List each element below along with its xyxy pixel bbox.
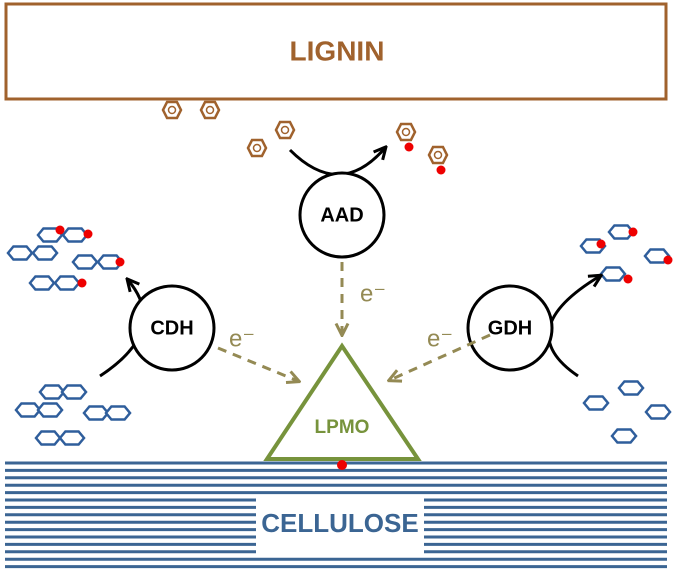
- aromatic-ring: [401, 127, 411, 137]
- sugar-ring: [582, 395, 610, 411]
- lpmo-triangle: [263, 342, 422, 461]
- oxidized-mark: [83, 229, 93, 239]
- sugar-ring: [104, 405, 132, 421]
- oxidation-site: [337, 460, 347, 470]
- sugar-ring: [199, 100, 221, 120]
- electron-arrow: [390, 333, 491, 380]
- oxidized-mark: [404, 142, 414, 152]
- aromatic-ring: [167, 105, 177, 115]
- oxidized-mark: [623, 274, 633, 284]
- gdh-reaction-arrow: [547, 276, 600, 378]
- oxidized-mark: [663, 255, 673, 265]
- cdh-label: CDH: [150, 317, 193, 339]
- sugar-ring: [644, 404, 672, 420]
- aromatic-ring: [280, 125, 290, 135]
- aromatic-ring: [252, 143, 262, 153]
- sugar-ring: [36, 402, 64, 418]
- gdh-label: GDH: [488, 317, 532, 339]
- sugar-ring: [599, 266, 627, 282]
- sugar-ring: [53, 275, 81, 291]
- cdh-circle: [128, 284, 216, 372]
- cellulose-label-box: [256, 496, 424, 554]
- electron-label: e⁻: [427, 325, 453, 352]
- sugar-ring: [60, 384, 88, 400]
- sugar-ring: [395, 122, 417, 142]
- electron-label: e⁻: [229, 325, 255, 352]
- sugar-ring: [427, 145, 449, 165]
- oxidized-mark: [436, 165, 446, 175]
- cellulose-label: CELLULOSE: [261, 508, 418, 538]
- sugar-ring: [71, 254, 99, 270]
- aad-circle: [298, 171, 386, 259]
- oxidized-mark: [596, 239, 606, 249]
- lpmo-label: LPMO: [315, 417, 370, 438]
- oxidized-mark: [77, 278, 87, 288]
- sugar-ring: [610, 428, 638, 444]
- oxidized-mark: [55, 225, 65, 235]
- oxidized-mark: [115, 257, 125, 267]
- oxidized-mark: [628, 227, 638, 237]
- sugar-ring: [34, 430, 62, 446]
- sugar-ring: [61, 227, 89, 243]
- aad-reaction-arrow: [288, 148, 385, 176]
- aromatic-ring: [433, 150, 443, 160]
- sugar-ring: [274, 120, 296, 140]
- electron-arrow: [217, 346, 298, 381]
- sugar-ring: [28, 275, 56, 291]
- aad-label: AAD: [320, 204, 363, 226]
- sugar-ring: [58, 430, 86, 446]
- sugar-ring: [161, 100, 183, 120]
- sugar-ring: [617, 380, 645, 396]
- substrates: [6, 100, 673, 446]
- lignin-label: LIGNIN: [290, 35, 385, 66]
- electron-label: e⁻: [360, 280, 386, 307]
- gdh-circle: [466, 284, 554, 372]
- sugar-ring: [31, 245, 59, 261]
- sugar-ring: [6, 245, 34, 261]
- aromatic-ring: [205, 105, 215, 115]
- lignin-box: [4, 2, 668, 101]
- sugar-ring: [246, 138, 268, 158]
